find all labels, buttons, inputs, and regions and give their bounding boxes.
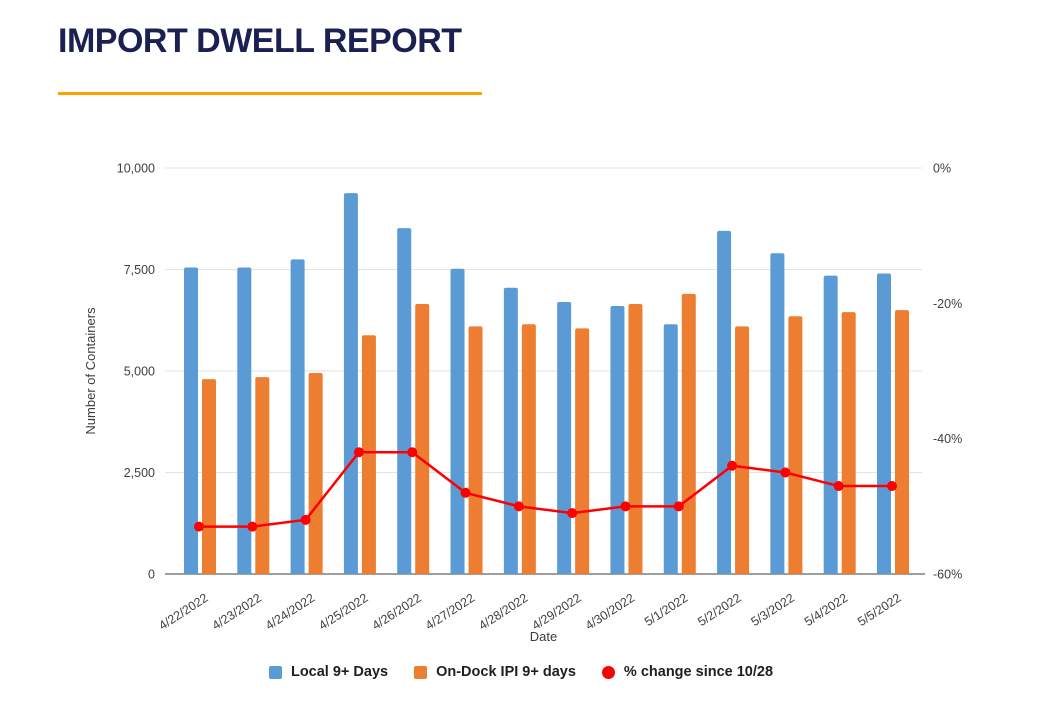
x-axis-tick-label: 5/5/2022 [855,591,903,629]
bar-local-9-days [397,228,412,574]
bar-local-9-days [237,267,252,574]
bar-on-dock-ipi-9-days [895,310,909,574]
point-change-since-10-28 [567,508,578,519]
x-axis-tick-label: 4/30/2022 [583,591,637,633]
y2-axis-tick-label: -20% [933,297,962,311]
y-axis-title: Number of Containers [83,307,98,435]
y-axis-tick-label: 2,500 [124,466,155,480]
legend-label: On-Dock IPI 9+ days [436,664,576,680]
point-change-since-10-28 [194,521,204,532]
legend-label: Local 9+ Days [290,664,389,680]
bar-on-dock-ipi-9-days [521,324,536,574]
bar-on-dock-ipi-9-days [255,377,270,574]
x-axis-tick-label: 4/22/2022 [156,591,210,633]
bar-on-dock-ipi-9-days [308,373,323,574]
legend-square-icon-on-dock-ipi-9-days [414,665,428,679]
dwell-combo-chart: 0 2,500 5,000 7,500 10,000 0% -20% -40% -60% Numb… [83,162,962,645]
x-axis-tick-label: 4/25/2022 [316,591,370,633]
legend-item-on-dock-ipi-9-days: On-Dock IPI 9+ days [414,664,576,680]
x-axis-title: Date [530,629,557,644]
x-axis-tick-label: 4/26/2022 [370,591,424,633]
x-axis-tick-label: 4/27/2022 [423,591,477,633]
y2-axis-tick-label: -40% [933,432,962,446]
point-change-since-10-28 [833,481,844,492]
point-change-since-10-28 [887,481,897,492]
point-change-since-10-28 [247,521,258,532]
y2-axis-tick-label: -60% [933,568,962,582]
legend-dot-icon-change-since-10-28 [601,665,615,679]
bar-local-9-days [770,253,785,574]
point-change-since-10-28 [513,501,524,512]
x-axis-tick-label: 4/28/2022 [476,591,530,633]
y-axis-tick-label: 10,000 [117,162,155,176]
bar-local-9-days [717,230,732,574]
bar-on-dock-ipi-9-days [202,379,216,574]
bar-on-dock-ipi-9-days [415,304,430,574]
bar-local-9-days [290,259,305,574]
point-change-since-10-28 [460,487,471,498]
bar-local-9-days [610,306,625,574]
legend-item-change-since-10-28: % change since 10/28 [601,664,774,680]
chart-legend: Local 9+ Days On-Dock IPI 9+ days % change… [0,664,1042,680]
bar-on-dock-ipi-9-days [841,312,856,574]
bar-local-9-days [877,273,891,574]
point-change-since-10-28 [300,514,311,525]
x-axis-tick-label: 4/29/2022 [530,591,584,633]
bar-on-dock-ipi-9-days [468,326,483,574]
y-axis-tick-label: 5,000 [124,365,155,379]
bar-on-dock-ipi-9-days [788,316,803,574]
y-axis-tick-label: 0 [148,568,155,582]
y2-axis-tick-label: 0% [933,162,951,176]
line-change-since-10-28 [199,450,892,528]
x-axis-tick-label: 4/24/2022 [263,591,317,633]
bar-on-dock-ipi-9-days [681,293,696,574]
bar-on-dock-ipi-9-days [735,326,750,574]
bar-local-9-days [184,267,198,574]
x-axis-tick-label: 4/23/2022 [210,591,264,633]
point-change-since-10-28 [673,501,684,512]
point-change-since-10-28 [727,460,738,471]
bar-local-9-days [557,301,572,574]
x-axis-tick-label: 5/4/2022 [802,591,850,629]
legend-label: % change since 10/28 [623,664,774,680]
bar-on-dock-ipi-9-days [628,304,643,574]
point-change-since-10-28 [620,501,631,512]
bar-on-dock-ipi-9-days [361,335,376,574]
x-axis-tick-label: 5/3/2022 [749,591,797,629]
bar-local-9-days [663,324,678,574]
bar-local-9-days [343,193,358,574]
title-underline [58,92,482,95]
bar-local-9-days [450,268,465,574]
point-change-since-10-28 [780,467,791,478]
x-axis-tick-label: 5/2/2022 [695,591,743,629]
y-axis-tick-label: 7,500 [124,263,155,277]
bar-on-dock-ipi-9-days [575,328,590,574]
x-axis-tick-label: 5/1/2022 [642,591,690,629]
legend-item-local-9-days: Local 9+ Days [268,664,389,680]
bar-local-9-days [503,287,518,574]
point-change-since-10-28 [407,447,418,458]
legend-square-icon-local-9-days [268,665,282,679]
page-title: IMPORT DWELL REPORT [58,22,462,60]
point-change-since-10-28 [353,447,364,458]
bar-local-9-days [823,275,838,574]
